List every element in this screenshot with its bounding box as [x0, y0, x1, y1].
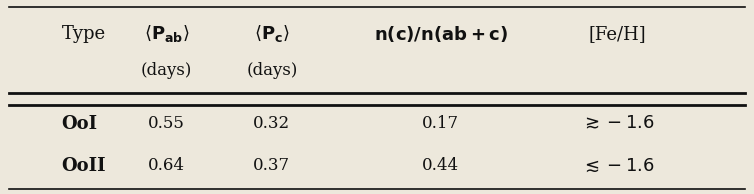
- Text: $\gtrsim -1.6$: $\gtrsim -1.6$: [581, 115, 654, 133]
- Text: $\mathbf{n(c)/n(ab+c)}$: $\mathbf{n(c)/n(ab+c)}$: [374, 24, 508, 44]
- Text: 0.37: 0.37: [253, 157, 290, 174]
- Text: 0.55: 0.55: [149, 115, 185, 132]
- Text: (days): (days): [246, 62, 298, 79]
- Text: [Fe/H]: [Fe/H]: [589, 25, 646, 43]
- Text: OoII: OoII: [62, 157, 106, 175]
- Text: (days): (days): [141, 62, 192, 79]
- Text: Type: Type: [62, 25, 106, 43]
- Text: 0.32: 0.32: [253, 115, 290, 132]
- Text: $\lesssim -1.6$: $\lesssim -1.6$: [581, 157, 654, 175]
- Text: 0.17: 0.17: [422, 115, 459, 132]
- Text: 0.44: 0.44: [422, 157, 459, 174]
- Text: $\langle\mathbf{P_c}\rangle$: $\langle\mathbf{P_c}\rangle$: [254, 23, 290, 44]
- Text: OoI: OoI: [62, 115, 97, 133]
- Text: $\langle\mathbf{P_{ab}}\rangle$: $\langle\mathbf{P_{ab}}\rangle$: [144, 23, 189, 44]
- Text: 0.64: 0.64: [148, 157, 185, 174]
